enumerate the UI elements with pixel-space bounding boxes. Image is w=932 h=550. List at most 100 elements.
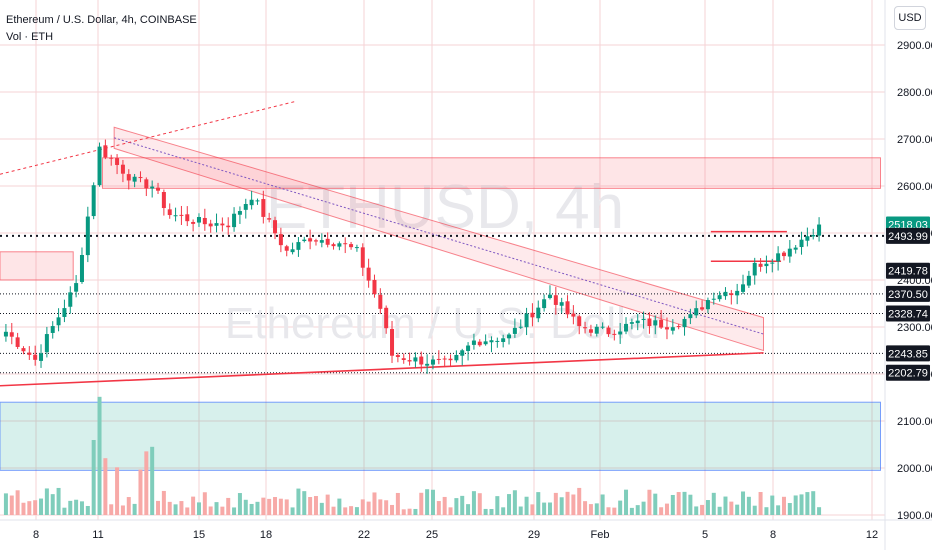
candle[interactable] [641, 318, 646, 320]
candle[interactable] [811, 235, 816, 237]
candle[interactable] [583, 327, 588, 329]
candle[interactable] [378, 294, 383, 309]
candle[interactable] [787, 248, 792, 257]
candle[interactable] [296, 242, 301, 250]
candle[interactable] [553, 295, 558, 305]
candle[interactable] [132, 176, 137, 182]
candle[interactable] [770, 262, 775, 264]
candle[interactable] [413, 357, 418, 362]
candle[interactable] [3, 331, 8, 337]
candle[interactable] [395, 355, 400, 358]
candle[interactable] [33, 354, 38, 360]
candle[interactable] [612, 333, 617, 335]
candle[interactable] [407, 360, 412, 362]
candle[interactable] [764, 263, 769, 267]
candle[interactable] [79, 255, 84, 282]
candle[interactable] [817, 224, 822, 236]
candle[interactable] [489, 340, 494, 343]
candle[interactable] [91, 185, 96, 217]
candle[interactable] [62, 308, 67, 317]
candle[interactable] [542, 299, 547, 309]
currency-button[interactable]: USD [894, 6, 926, 30]
candle[interactable] [167, 209, 172, 216]
candle[interactable] [776, 253, 781, 262]
candle[interactable] [425, 363, 430, 366]
candle[interactable] [676, 326, 681, 328]
candle[interactable] [442, 358, 447, 360]
candle[interactable] [711, 298, 716, 300]
candle[interactable] [565, 301, 570, 315]
candle[interactable] [618, 331, 623, 335]
candle[interactable] [799, 239, 804, 248]
candle[interactable] [741, 284, 746, 292]
candle[interactable] [50, 326, 55, 333]
candle[interactable] [349, 244, 354, 248]
candle[interactable] [600, 326, 605, 328]
candle[interactable] [202, 217, 207, 225]
candle[interactable] [758, 263, 763, 267]
candle[interactable] [401, 358, 406, 360]
candle[interactable] [624, 323, 629, 332]
candle[interactable] [647, 318, 652, 327]
candle[interactable] [629, 322, 634, 324]
candle[interactable] [729, 293, 734, 296]
candle[interactable] [670, 327, 675, 331]
candle[interactable] [354, 247, 359, 249]
candle[interactable] [781, 252, 786, 257]
candle[interactable] [226, 225, 231, 228]
candle[interactable] [471, 340, 476, 345]
candle[interactable] [15, 337, 20, 347]
candle[interactable] [360, 247, 365, 268]
candle[interactable] [512, 327, 517, 334]
support-trendline[interactable] [0, 352, 764, 387]
candle[interactable] [237, 211, 242, 215]
candle[interactable] [331, 244, 336, 247]
candle[interactable] [372, 279, 377, 295]
candle[interactable] [700, 307, 705, 310]
candle[interactable] [185, 214, 190, 222]
candle[interactable] [144, 179, 149, 189]
candle[interactable] [120, 164, 125, 174]
candle[interactable] [343, 243, 348, 245]
candle[interactable] [507, 334, 512, 339]
candle[interactable] [419, 356, 424, 365]
candle[interactable] [793, 247, 798, 250]
candle[interactable] [278, 234, 283, 246]
candle[interactable] [448, 358, 453, 361]
candle[interactable] [56, 317, 61, 326]
candle[interactable] [430, 359, 435, 365]
candle[interactable] [232, 213, 237, 228]
candle[interactable] [460, 350, 465, 356]
candle[interactable] [313, 240, 318, 242]
candle[interactable] [746, 275, 751, 286]
candle[interactable] [805, 236, 810, 241]
candle[interactable] [664, 327, 669, 330]
candle[interactable] [109, 157, 114, 159]
candle[interactable] [594, 326, 599, 334]
candle[interactable] [161, 192, 166, 209]
candle[interactable] [384, 307, 389, 329]
candle[interactable] [688, 314, 693, 319]
candle[interactable] [261, 199, 266, 217]
candle[interactable] [308, 238, 313, 242]
candle[interactable] [477, 341, 482, 346]
candle[interactable] [518, 326, 523, 328]
candle[interactable] [495, 340, 500, 342]
candle[interactable] [179, 214, 184, 216]
candle[interactable] [588, 329, 593, 333]
candle[interactable] [9, 332, 14, 337]
candle[interactable] [85, 216, 90, 256]
candle[interactable] [196, 217, 201, 223]
candle[interactable] [530, 312, 535, 318]
zone-box-2[interactable] [0, 401, 881, 471]
candle[interactable] [694, 308, 699, 316]
candle[interactable] [126, 174, 131, 181]
candle[interactable] [255, 200, 260, 202]
candle[interactable] [27, 352, 32, 355]
candle[interactable] [436, 358, 441, 360]
candle[interactable] [735, 290, 740, 296]
candle[interactable] [103, 145, 108, 158]
candle[interactable] [68, 292, 73, 307]
candle[interactable] [653, 320, 658, 326]
candle[interactable] [115, 158, 120, 165]
